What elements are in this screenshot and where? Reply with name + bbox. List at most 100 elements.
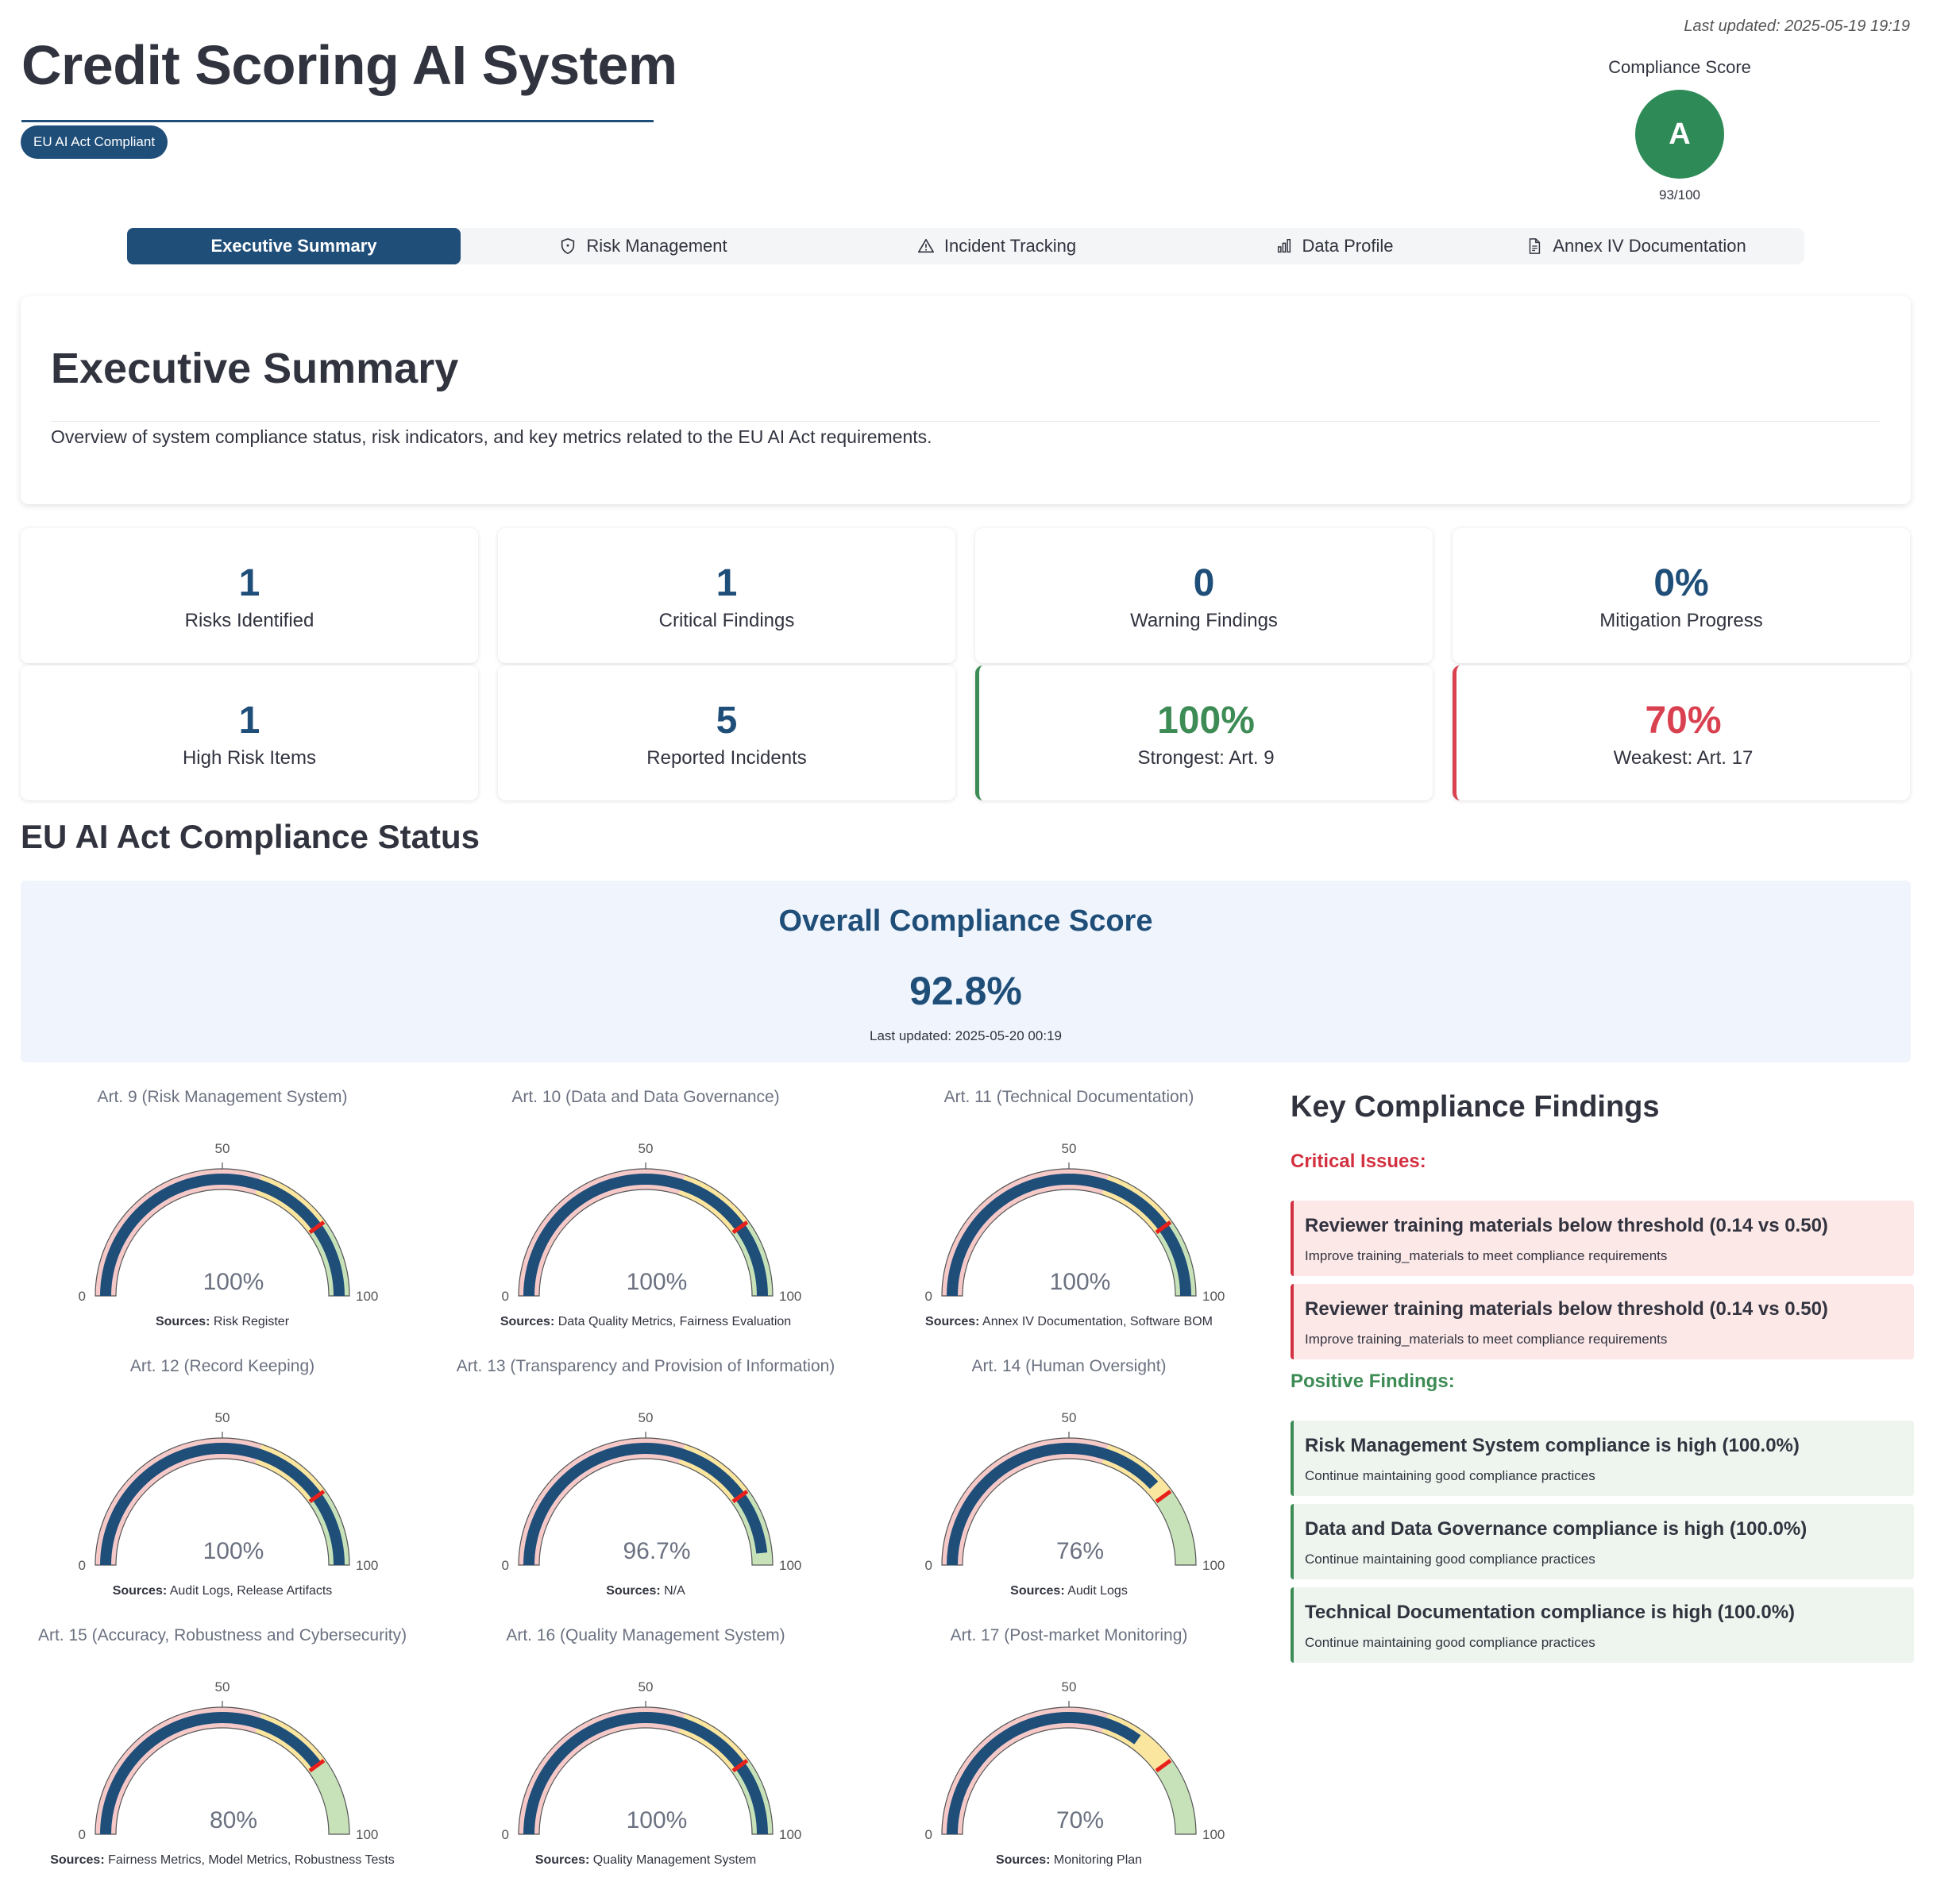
gauge-threshold-marker xyxy=(731,1220,749,1235)
overall-compliance-updated: Last updated: 2025-05-20 00:19 xyxy=(870,1028,1062,1043)
compliance-badge: EU AI Act Compliant xyxy=(21,125,168,159)
executive-divider xyxy=(51,421,1881,422)
gauge-outline xyxy=(941,1168,1197,1297)
gauge-chart: 50 0 100 100% xyxy=(925,1141,1225,1304)
shield-icon xyxy=(561,237,575,255)
gauge-sources-text: Quality Management System xyxy=(589,1853,757,1867)
compliance-gauge: Art. 17 (Post-market Monitoring) 50 0 100 70… xyxy=(862,1626,1275,1888)
metric-high-risk-items: 1 High Risk Items xyxy=(21,665,478,800)
tab-incident-tracking[interactable]: Incident Tracking xyxy=(870,228,1124,264)
tab-annex-iv-documentation[interactable]: Annex IV Documentation xyxy=(1509,228,1763,264)
metric-label: Strongest: Art. 9 xyxy=(1137,747,1275,769)
gauge-value-label: 100% xyxy=(627,1269,688,1295)
tab-data-profile[interactable]: Data Profile xyxy=(1231,228,1437,264)
finding-detail: Continue maintaining good compliance pra… xyxy=(1305,1635,1595,1650)
metric-value: 5 xyxy=(716,700,738,742)
gauge-sources: Sources: Annex IV Documentation, Softwar… xyxy=(862,1315,1275,1329)
gauge-band xyxy=(1155,1759,1196,1834)
gauge-sources-label: Sources: xyxy=(155,1315,210,1328)
finding-title: Reviewer training materials below thresh… xyxy=(1305,1215,1828,1236)
gauge-tick-label: 0 xyxy=(502,1289,509,1304)
metric-critical-findings: 1 Critical Findings xyxy=(498,528,955,663)
gauge-sources-label: Sources: xyxy=(50,1853,105,1867)
gauge-value-label: 96.7% xyxy=(623,1538,690,1564)
metric-risks-identified: 1 Risks Identified xyxy=(21,528,478,663)
gauge-tick-label: 100 xyxy=(779,1289,801,1304)
gauge-tick-label: 0 xyxy=(79,1827,86,1842)
compliance-score-label: Compliance Score xyxy=(1608,57,1751,77)
gauge-sources: Sources: N/A xyxy=(439,1584,852,1598)
finding-detail: Improve training_materials to meet compl… xyxy=(1305,1248,1668,1263)
tab-label: Annex IV Documentation xyxy=(1553,236,1746,256)
gauge-tick-label: 50 xyxy=(639,1410,654,1425)
metric-label: Critical Findings xyxy=(658,610,795,631)
gauge-band xyxy=(308,1759,349,1834)
gauge-tick-label: 50 xyxy=(215,1410,230,1425)
gauge-tick-label: 0 xyxy=(502,1827,509,1842)
gauge-tick-label: 0 xyxy=(925,1827,932,1842)
positive-finding: Risk Management System compliance is hig… xyxy=(1291,1421,1914,1496)
metric-weakest-article: 70% Weakest: Art. 17 xyxy=(1453,665,1910,800)
gauge-sources: Sources: Risk Register xyxy=(16,1315,429,1329)
gauge-threshold-marker xyxy=(1155,1759,1172,1773)
compliance-gauge: Art. 10 (Data and Data Governance) 50 0 100… xyxy=(439,1088,852,1350)
gauge-sources-text: Audit Logs, Release Artifacts xyxy=(167,1584,333,1598)
metric-value: 0% xyxy=(1653,562,1709,604)
gauge-chart: 50 0 100 96.7% xyxy=(502,1410,802,1573)
document-icon xyxy=(1530,238,1541,254)
gauge-tick-label: 50 xyxy=(1062,1141,1077,1156)
tab-label: Executive Summary xyxy=(210,236,377,256)
gauge-sources: Sources: Fairness Metrics, Model Metrics… xyxy=(16,1853,429,1868)
metric-value: 1 xyxy=(716,562,738,604)
gauge-threshold-marker xyxy=(731,1490,749,1504)
critical-finding: Reviewer training materials below thresh… xyxy=(1291,1284,1914,1359)
tab-risk-management[interactable]: Risk Management xyxy=(524,228,762,264)
finding-title: Reviewer training materials below thresh… xyxy=(1305,1298,1828,1320)
gauge-chart: 50 0 100 76% xyxy=(925,1410,1225,1573)
compliance-gauge: Art. 11 (Technical Documentation) 50 0 100 1… xyxy=(862,1088,1275,1350)
metric-value: 1 xyxy=(238,562,260,604)
gauge-sources-text: Data Quality Metrics, Fairness Evaluatio… xyxy=(554,1315,792,1328)
gauge-sources: Sources: Audit Logs xyxy=(862,1584,1275,1598)
gauge-sources-label: Sources: xyxy=(112,1584,168,1598)
metric-label: Reported Incidents xyxy=(646,747,807,769)
positive-finding: Data and Data Governance compliance is h… xyxy=(1291,1504,1914,1579)
gauge-title: Art. 11 (Technical Documentation) xyxy=(943,1088,1194,1106)
gauge-outline xyxy=(518,1168,774,1297)
gauge-outline xyxy=(518,1437,774,1566)
gauge-sources-label: Sources: xyxy=(606,1584,661,1598)
gauge-sources-label: Sources: xyxy=(534,1853,590,1867)
gauge-value-label: 100% xyxy=(203,1269,264,1295)
gauge-sources-label: Sources: xyxy=(995,1853,1051,1867)
gauge-tick-label: 100 xyxy=(356,1558,378,1573)
gauge-tick-label: 0 xyxy=(925,1289,932,1304)
gauge-outline xyxy=(95,1168,350,1297)
gauge-tick-label: 50 xyxy=(1062,1679,1077,1694)
finding-detail: Continue maintaining good compliance pra… xyxy=(1305,1552,1595,1567)
gauge-title: Art. 10 (Data and Data Governance) xyxy=(511,1088,780,1106)
gauge-title: Art. 16 (Quality Management System) xyxy=(506,1626,785,1644)
gauge-sources: Sources: Quality Management System xyxy=(439,1853,852,1868)
compliance-gauge: Art. 16 (Quality Management System) 50 0 10… xyxy=(439,1626,852,1888)
tab-label: Risk Management xyxy=(586,236,727,256)
gauge-chart: 50 0 100 100% xyxy=(79,1410,379,1573)
gauge-band xyxy=(1155,1490,1196,1565)
gauge-chart: 50 0 100 100% xyxy=(502,1141,802,1304)
compliance-score-value: 93/100 xyxy=(1659,187,1700,202)
gauge-tick-label: 50 xyxy=(215,1679,230,1694)
gauge-tick-label: 0 xyxy=(925,1558,932,1573)
compliance-gauge: Art. 15 (Accuracy, Robustness and Cybers… xyxy=(16,1626,429,1888)
tab-executive-summary[interactable]: Executive Summary xyxy=(127,228,461,264)
gauge-threshold-marker xyxy=(308,1490,326,1504)
bar-chart-icon xyxy=(1277,239,1291,253)
overall-compliance-panel: Overall Compliance Score 92.8% Last upda… xyxy=(21,881,1911,1062)
gauge-tick-label: 100 xyxy=(1202,1289,1225,1304)
metric-warning-findings: 0 Warning Findings xyxy=(975,528,1433,663)
metric-label: Risks Identified xyxy=(184,610,314,631)
metric-label: Weakest: Art. 17 xyxy=(1613,747,1754,769)
gauge-title: Art. 17 (Post-market Monitoring) xyxy=(950,1626,1188,1644)
tab-bar: Executive Summary Risk Management Incide… xyxy=(127,228,1804,264)
metric-mitigation-progress: 0% Mitigation Progress xyxy=(1453,528,1910,663)
gauge-outline xyxy=(941,1437,1197,1566)
critical-issues-heading: Critical Issues: xyxy=(1291,1151,1426,1172)
